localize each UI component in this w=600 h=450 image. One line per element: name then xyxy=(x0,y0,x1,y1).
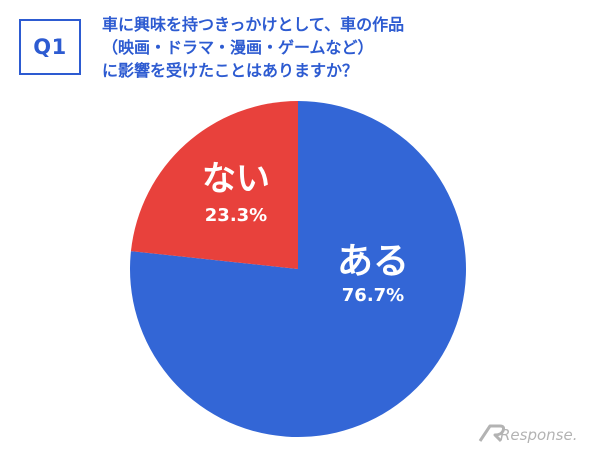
slice-label-aru: ある xyxy=(337,241,409,282)
watermark-swoosh-icon xyxy=(478,424,506,443)
slice-value-nai: 23.3% xyxy=(205,205,267,226)
response-watermark: Response. xyxy=(478,424,577,444)
slice-label-nai: ない xyxy=(202,159,270,199)
question-text: 車に興味を持つきっかけとして、車の作品 （映画・ドラマ・漫画・ゲームなど） に影… xyxy=(102,13,582,82)
question-line-1: 車に興味を持つきっかけとして、車の作品 xyxy=(102,15,405,34)
slice-value-aru: 76.7% xyxy=(342,285,404,306)
question-number: Q1 xyxy=(33,35,67,59)
question-line-3: に影響を受けたことはありますか？ xyxy=(102,61,359,80)
question-line-2: （映画・ドラマ・漫画・ゲームなど） xyxy=(102,38,374,57)
question-number-badge: Q1 xyxy=(19,19,81,75)
watermark-text: Response. xyxy=(500,426,577,444)
pie-slice-nai xyxy=(130,101,298,269)
